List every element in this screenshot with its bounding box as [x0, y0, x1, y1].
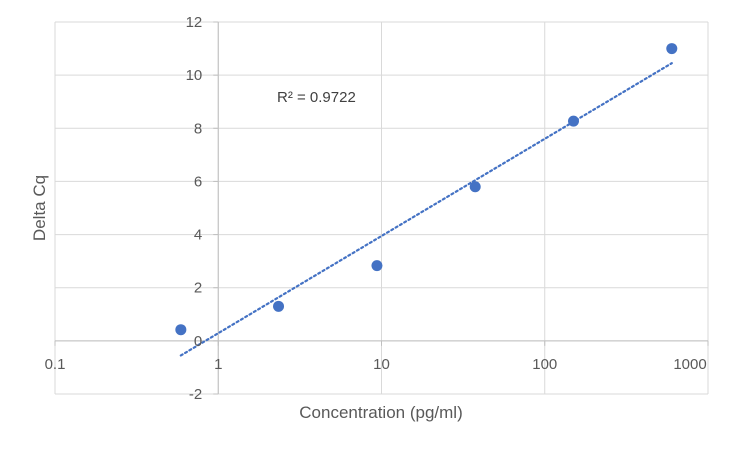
y-axis-title: Delta Cq: [30, 175, 49, 241]
data-points: [175, 43, 678, 336]
axes: [54, 21, 709, 395]
y-tick-label: 0: [194, 333, 202, 350]
trendline-group: [179, 62, 673, 357]
y-tick-label: 6: [194, 173, 202, 190]
data-point: [666, 43, 678, 55]
grid: [54, 21, 709, 395]
data-point: [175, 324, 187, 336]
x-tick-label: 0.1: [45, 356, 66, 373]
r-squared-annotation: R² = 0.9722: [277, 89, 356, 106]
x-axis-title: Concentration (pg/ml): [299, 403, 462, 422]
y-tick-label: 10: [186, 67, 203, 84]
y-tick-label: -2: [189, 386, 202, 403]
data-point: [371, 260, 383, 272]
x-tick-label: 100: [532, 356, 557, 373]
tick-labels: -2 0 2 4 6 8 10 12 0.1 1 10 100 1000: [45, 14, 707, 403]
trendline: [179, 62, 673, 357]
x-tick-label: 1: [214, 356, 222, 373]
y-tick-label: 2: [194, 280, 202, 297]
data-point: [469, 181, 481, 193]
x-tick-label: 1000: [673, 356, 706, 373]
y-tick-label: 8: [194, 120, 202, 137]
y-tick-label: 4: [194, 227, 202, 244]
data-point: [567, 115, 579, 127]
data-point: [273, 300, 285, 312]
y-tick-label: 12: [186, 14, 203, 31]
x-tick-label: 10: [373, 356, 390, 373]
